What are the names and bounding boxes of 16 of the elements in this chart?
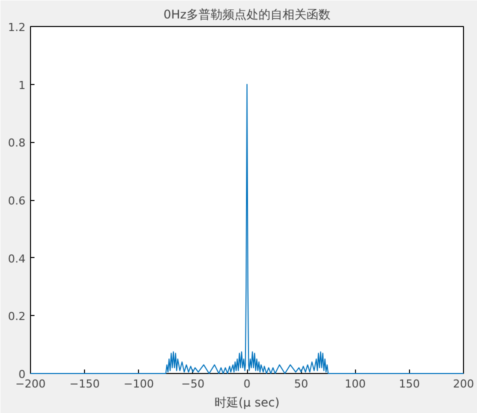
x-tick-label: 0 <box>244 378 250 390</box>
x-tick-label: −150 <box>70 378 100 390</box>
x-tick-label: −50 <box>181 378 204 390</box>
y-tick-label: 1.2 <box>8 21 26 34</box>
x-tick-label: −100 <box>124 378 154 390</box>
y-tick-label: 0.8 <box>8 136 26 150</box>
x-tick-label: 100 <box>344 378 366 390</box>
x-axis-title: 时延(μ sec) <box>214 396 280 410</box>
y-tick-label: 1 <box>18 78 26 92</box>
y-tick-label: 0.4 <box>8 252 26 266</box>
chart-title: 0Hz多普勒频点处的自相关函数 <box>164 8 330 22</box>
x-tick-label: 150 <box>398 378 420 390</box>
y-tick-label: 0.6 <box>8 194 26 208</box>
x-tick-label: 200 <box>453 378 474 390</box>
x-tick-label: 50 <box>294 378 308 390</box>
y-tick-label: 0.2 <box>8 310 26 324</box>
